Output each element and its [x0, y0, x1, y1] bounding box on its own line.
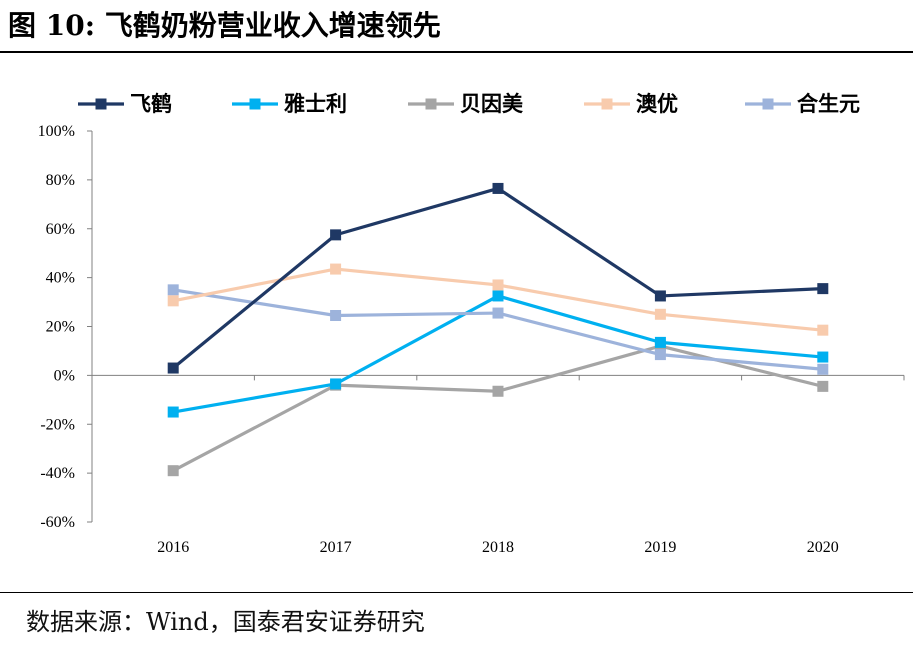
data-point — [492, 385, 504, 397]
y-tick-label: 80% — [46, 172, 75, 189]
data-point — [654, 308, 666, 320]
data-point — [167, 406, 179, 418]
series-group — [167, 182, 829, 477]
data-point — [817, 363, 829, 375]
legend-swatch-marker — [249, 98, 261, 110]
legend: 飞鹤 雅士利 贝因美 澳优 合生元 — [78, 92, 860, 116]
data-point — [492, 182, 504, 194]
x-tick-label: 2017 — [320, 539, 352, 556]
legend-label: 雅士利 — [284, 92, 347, 116]
figure-title: 图 10: 飞鹤奶粉营业收入增速领先 — [8, 9, 441, 42]
data-point — [167, 465, 179, 477]
data-point — [817, 324, 829, 336]
legend-label: 合生元 — [797, 92, 860, 116]
title-rule — [0, 51, 913, 53]
legend-item: 贝因美 — [408, 92, 523, 116]
y-axis: 100% 80% 60% 40% 20% 0% -20% -40% -60% — [38, 123, 93, 531]
y-tick-label: 40% — [46, 270, 75, 287]
x-axis: 2016 2017 2018 2019 2020 — [91, 374, 905, 556]
data-point — [817, 283, 829, 295]
data-point — [492, 279, 504, 291]
legend-swatch-marker — [95, 98, 107, 110]
legend-label: 飞鹤 — [130, 92, 172, 116]
legend-item: 雅士利 — [232, 92, 347, 116]
y-tick-label: -60% — [40, 514, 75, 531]
y-tick-label: 100% — [38, 123, 75, 140]
series-1 — [167, 182, 829, 374]
data-point — [330, 378, 342, 390]
y-tick-label: 60% — [46, 221, 75, 238]
y-tick-label: -40% — [40, 465, 75, 482]
data-point — [492, 307, 504, 319]
data-point — [817, 351, 829, 363]
data-point — [654, 336, 666, 348]
y-tick-label: -20% — [40, 416, 75, 433]
source-note: 数据来源：Wind，国泰君安证券研究 — [26, 608, 425, 636]
source-rule — [0, 592, 913, 593]
series-2 — [167, 290, 829, 418]
series-5 — [167, 284, 829, 375]
data-point — [330, 229, 342, 241]
line-chart: 飞鹤 雅士利 贝因美 澳优 合生元 100% 80% 60% 40% 20% 0% -20% -40%… — [38, 92, 905, 556]
series-line — [172, 288, 823, 371]
legend-item: 澳优 — [584, 92, 678, 116]
data-point — [167, 295, 179, 307]
y-tick-label: 20% — [46, 319, 75, 336]
legend-label: 澳优 — [636, 92, 678, 116]
x-tick-label: 2019 — [644, 539, 676, 556]
data-point — [654, 349, 666, 361]
legend-label: 贝因美 — [460, 92, 523, 116]
data-point — [654, 290, 666, 302]
legend-swatch-marker — [762, 98, 774, 110]
data-point — [167, 284, 179, 296]
x-tick-label: 2016 — [157, 539, 189, 556]
data-point — [330, 310, 342, 322]
x-tick-label: 2020 — [807, 539, 839, 556]
legend-item: 合生元 — [745, 92, 860, 116]
data-point — [492, 290, 504, 302]
y-tick-label: 0% — [54, 367, 75, 384]
data-point — [167, 362, 179, 374]
legend-swatch-marker — [425, 98, 437, 110]
legend-item: 飞鹤 — [78, 92, 172, 116]
data-point — [817, 380, 829, 392]
legend-swatch-marker — [601, 98, 613, 110]
series-line — [172, 186, 823, 370]
x-tick-label: 2018 — [482, 539, 514, 556]
data-point — [330, 263, 342, 275]
series-line — [172, 344, 824, 473]
